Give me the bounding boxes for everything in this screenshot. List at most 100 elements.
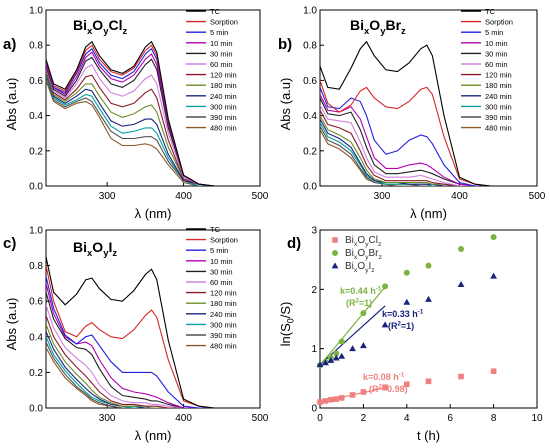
panel-title-part: x bbox=[364, 26, 370, 37]
series-line bbox=[320, 40, 537, 186]
y-tick-label: 1.0 bbox=[303, 6, 317, 17]
fit-k-label-part: k=0.08 h bbox=[363, 372, 399, 382]
fit-r2-label-part: =1) bbox=[359, 298, 372, 308]
legend-label: 240 min bbox=[210, 92, 237, 101]
data-point bbox=[327, 356, 335, 363]
y-axis-label: Abs (a.u) bbox=[278, 78, 293, 131]
panel-title-part: z bbox=[112, 248, 117, 259]
y-tick-label: 0.6 bbox=[29, 76, 43, 87]
panel-title-part: z bbox=[122, 26, 127, 37]
series-line bbox=[46, 315, 260, 408]
legend-label-part: Bi bbox=[345, 261, 354, 272]
panel-title-part: z bbox=[401, 26, 406, 37]
fit-r2-label-part: =0.98) bbox=[382, 384, 408, 394]
data-point bbox=[403, 298, 411, 305]
data-point bbox=[403, 269, 410, 276]
x-tick-label: 500 bbox=[252, 191, 269, 202]
legend-label: 60 min bbox=[210, 60, 233, 69]
fit-r2-label-part: =1) bbox=[401, 321, 414, 331]
legend-label: 10 min bbox=[485, 39, 508, 48]
fit-r2-label: (R2=1) bbox=[346, 297, 372, 308]
series-line bbox=[46, 63, 260, 186]
x-tick-label: 300 bbox=[99, 413, 116, 424]
y-axis-label: ln(S0/S) bbox=[278, 302, 296, 347]
data-point bbox=[322, 398, 329, 404]
plot-frame bbox=[319, 229, 538, 409]
data-point bbox=[349, 345, 356, 352]
fit-r2-label: (R2=1) bbox=[388, 320, 414, 331]
y-tick-label: 1 bbox=[311, 344, 317, 355]
legend-label: 300 min bbox=[210, 320, 237, 329]
y-tick-label: 2 bbox=[311, 285, 317, 296]
panel-title-part: x bbox=[87, 26, 93, 37]
x-tick-label: 300 bbox=[99, 191, 116, 202]
legend-label: 480 min bbox=[210, 342, 237, 351]
panel-title-part: O bbox=[92, 239, 103, 255]
legend-label: 240 min bbox=[210, 310, 237, 319]
data-point bbox=[316, 361, 324, 368]
data-point bbox=[404, 381, 410, 388]
series-line bbox=[320, 122, 537, 186]
x-axis-label: λ (nm) bbox=[410, 206, 447, 221]
data-point bbox=[458, 373, 464, 380]
data-point bbox=[333, 396, 340, 402]
panel-label: d) bbox=[287, 235, 301, 252]
fit-r2-label-part: (R bbox=[369, 384, 379, 394]
y-tick-label: 0.8 bbox=[29, 261, 43, 272]
x-tick-label: 8 bbox=[491, 413, 497, 424]
legend-label: 5 min bbox=[485, 28, 503, 37]
legend-label: 480 min bbox=[485, 124, 512, 133]
legend-label: 120 min bbox=[485, 71, 512, 80]
data-point bbox=[457, 280, 465, 287]
legend-label-part: Bi bbox=[345, 235, 354, 246]
legend-label-part: Br bbox=[369, 248, 380, 259]
data-point bbox=[338, 338, 345, 345]
legend-label-part: z bbox=[371, 267, 375, 274]
data-point bbox=[382, 283, 389, 290]
series-line bbox=[320, 129, 537, 186]
y-tick-label: 0 bbox=[311, 404, 317, 415]
y-tick-label: 0.6 bbox=[303, 76, 317, 87]
x-tick-label: 300 bbox=[374, 191, 391, 202]
legend-label-part: y bbox=[365, 254, 369, 261]
legend-label: 300 min bbox=[210, 102, 237, 111]
panel-title-part: y bbox=[103, 26, 109, 37]
panel-b: 0.0 0.2 0.4 0.6 0.8 1.0 300 400 500 λ (nm) Abs (a.… bbox=[278, 6, 546, 222]
fit-k-label: k=0.44 h-1 bbox=[340, 285, 382, 296]
fit-k-label-part: k=0.44 h bbox=[340, 286, 376, 296]
legend-label: 120 min bbox=[210, 71, 237, 80]
legend-label: 180 min bbox=[210, 299, 237, 308]
fit-k-label: k=0.08 h-1 bbox=[363, 371, 405, 382]
legend-label: 390 min bbox=[485, 113, 512, 122]
legend-label: 480 min bbox=[210, 124, 237, 133]
y-tick-label: 0.0 bbox=[29, 182, 43, 193]
legend-label-part: Bi bbox=[345, 248, 354, 259]
x-tick-label: 6 bbox=[447, 413, 453, 424]
fit-k-label-part: -1 bbox=[418, 308, 424, 315]
series-line bbox=[46, 69, 260, 186]
legend-label-part: O bbox=[357, 261, 365, 272]
y-tick-label: 1.0 bbox=[29, 6, 43, 17]
panel-label: a) bbox=[3, 36, 16, 53]
y-axis-label-part: 0 bbox=[286, 318, 296, 323]
series-line bbox=[46, 347, 260, 408]
panel-title-part: Bi bbox=[73, 17, 87, 33]
plot-frame bbox=[45, 9, 261, 187]
x-tick-label: 500 bbox=[529, 191, 546, 202]
y-tick-label: 0.6 bbox=[29, 297, 43, 308]
panel-title: BixOyClz bbox=[73, 17, 127, 37]
legend-label: 60 min bbox=[210, 278, 233, 287]
series-line bbox=[46, 276, 260, 408]
y-tick-label: 0.8 bbox=[29, 41, 43, 52]
legend-label: 180 min bbox=[485, 81, 512, 90]
y-tick-label: 0.2 bbox=[29, 146, 43, 157]
data-point bbox=[338, 395, 345, 401]
data-point bbox=[360, 389, 367, 395]
data-point bbox=[382, 384, 388, 391]
legend-label: 60 min bbox=[485, 60, 508, 69]
fit-k-label-part: k=0.33 h bbox=[382, 309, 418, 319]
series-line bbox=[320, 87, 537, 186]
legend-label-part: O bbox=[357, 248, 365, 259]
